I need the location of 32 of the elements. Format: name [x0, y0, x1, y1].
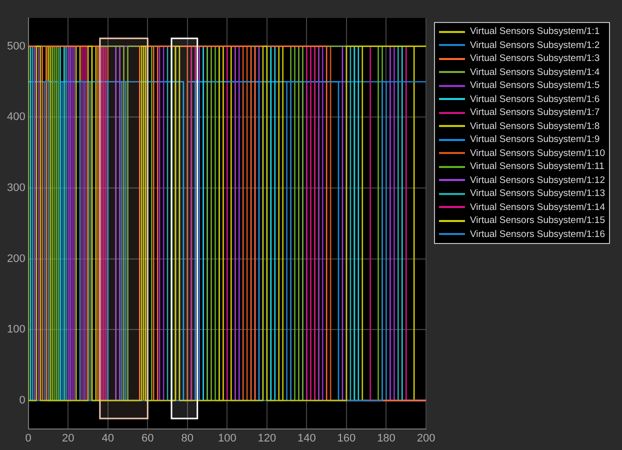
y-tick-label: 400	[6, 111, 26, 124]
legend-label: Virtual Sensors Subsystem/1:6	[470, 92, 600, 106]
y-tick-label: 200	[6, 252, 26, 265]
x-tick-label: 140	[298, 432, 316, 444]
x-tick-label: 120	[258, 432, 276, 444]
y-tick-label: 500	[6, 40, 26, 52]
x-tick-label: 40	[102, 432, 114, 444]
legend-label: Virtual Sensors Subsystem/1:16	[470, 228, 606, 241]
y-tick-label: 0	[19, 394, 26, 406]
y-tick-label: 300	[6, 182, 26, 194]
legend-label: Virtual Sensors Subsystem/1:3	[470, 52, 600, 66]
x-tick-label: 200	[416, 432, 436, 444]
x-tick-label: 100	[218, 432, 236, 444]
legend-label: Virtual Sensors Subsystem/1:8	[470, 120, 600, 133]
x-tick-label: 80	[181, 432, 194, 444]
y-tick-label: 100	[6, 324, 26, 336]
legend-label: Virtual Sensors Subsystem/1:7	[470, 106, 600, 120]
legend-label: Virtual Sensors Subsystem/1:15	[470, 214, 606, 228]
x-tick-label: 60	[142, 432, 154, 444]
legend-label: Virtual Sensors Subsystem/1:4	[470, 66, 600, 79]
x-tick-label: 20	[62, 432, 74, 444]
legend-label: Virtual Sensors Subsystem/1:14	[470, 200, 606, 214]
x-tick-label: 180	[377, 432, 396, 444]
legend-label: Virtual Sensors Subsystem/1:5	[470, 79, 600, 92]
legend-label: Virtual Sensors Subsystem/1:10	[470, 146, 606, 160]
legend-label: Virtual Sensors Subsystem/1:13	[470, 187, 606, 200]
legend-label: Virtual Sensors Subsystem/1:12	[470, 174, 606, 187]
legend-label: Virtual Sensors Subsystem/1:9	[470, 133, 600, 146]
legend-label: Virtual Sensors Subsystem/1:11	[470, 160, 604, 174]
legend-label: Virtual Sensors Subsystem/1:2	[470, 38, 600, 52]
x-tick-label: 160	[337, 432, 356, 444]
legend-label: Virtual Sensors Subsystem/1:1	[470, 25, 600, 38]
